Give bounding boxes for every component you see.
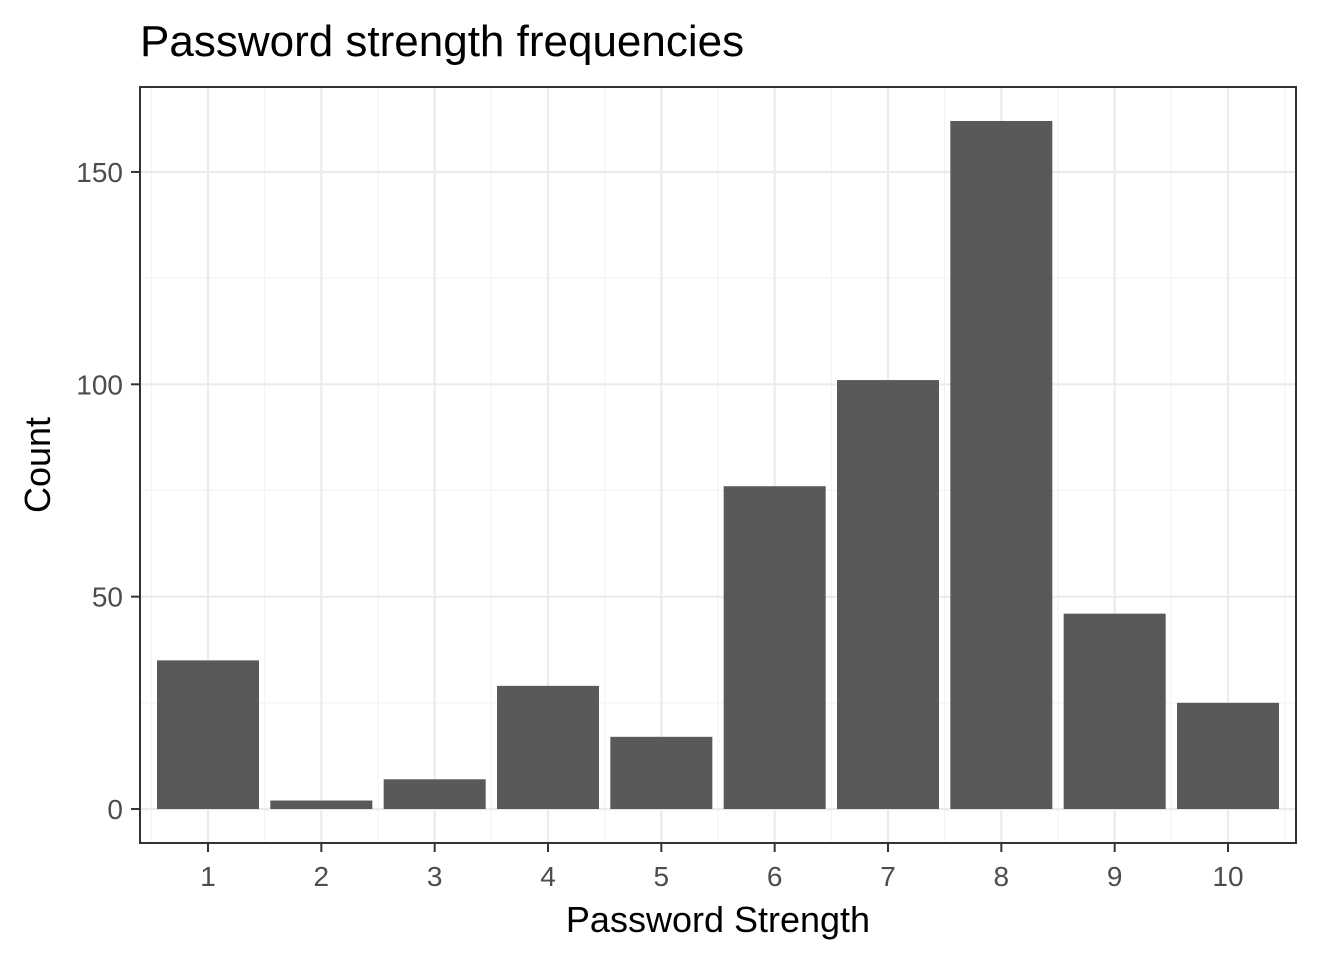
y-axis-title: Count [17,417,58,513]
x-tick-label: 5 [654,861,670,892]
bar-9 [1063,613,1166,810]
x-axis-title: Password Strength [566,899,870,940]
chart-title: Password strength frequencies [140,17,744,66]
x-tick-label: 6 [767,861,783,892]
bar-5 [610,736,713,810]
y-tick-label: 100 [76,369,123,400]
bar-6 [723,486,826,810]
bars [157,120,1279,810]
bar-4 [497,685,599,810]
minor-gridlines [140,87,1296,843]
x-tick-label: 9 [1107,861,1123,892]
bar-3 [383,779,486,810]
bar-2 [270,800,373,810]
y-axis: 0 50 100 150 [76,157,140,825]
y-tick-label: 0 [107,794,123,825]
y-tick-label: 50 [92,582,123,613]
bar-8 [950,120,1053,810]
x-tick-label: 2 [314,861,330,892]
x-tick-label: 8 [994,861,1010,892]
x-tick-label: 7 [880,861,896,892]
x-tick-label: 3 [427,861,443,892]
bar-7 [837,380,939,810]
plot-panel-border [139,86,1297,844]
x-tick-label: 10 [1212,861,1243,892]
bar-10 [1177,702,1279,810]
x-axis: 1 2 3 4 5 6 7 8 9 10 [200,843,1244,892]
x-tick-label: 1 [200,861,216,892]
x-tick-label: 4 [540,861,556,892]
bar-1 [157,660,259,810]
y-tick-label: 150 [76,157,123,188]
